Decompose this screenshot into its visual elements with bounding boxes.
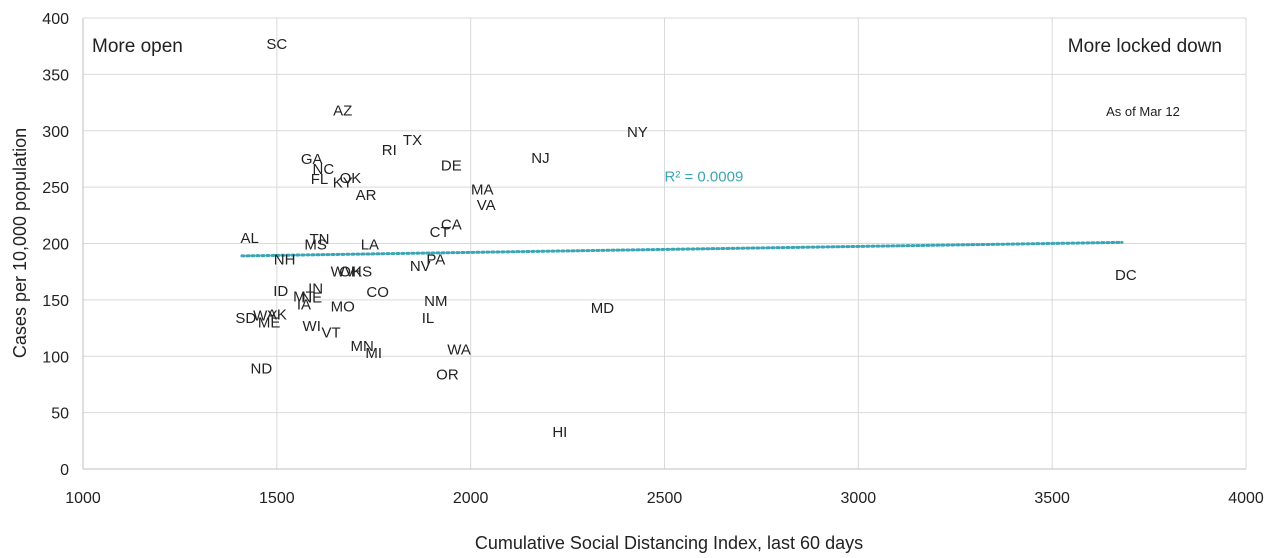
state-point-label: HI (552, 424, 567, 441)
state-point-label: WY (253, 308, 277, 325)
y-tick-label: 350 (42, 67, 69, 84)
state-point-label: MS (304, 237, 327, 254)
state-point-label: TX (403, 132, 422, 149)
state-point-label: VT (322, 325, 341, 342)
state-point-label: IA (297, 296, 311, 313)
state-point-label: CT (430, 224, 450, 241)
state-point-label: SC (266, 36, 287, 53)
state-point-label: AL (241, 230, 259, 247)
state-point-label: NV (410, 258, 431, 275)
state-point-label: AK (267, 307, 287, 324)
state-point-label: ME (258, 314, 281, 331)
state-point-label: NJ (531, 150, 549, 167)
state-point-label: NH (274, 251, 296, 268)
state-point-label: SD (235, 310, 256, 327)
y-axis-title: Cases per 10,000 population (10, 128, 30, 358)
y-tick-label: 0 (60, 462, 69, 479)
y-tick-label: 200 (42, 237, 69, 254)
state-point-label: OH (339, 264, 362, 281)
y-tick-label: 50 (51, 406, 69, 423)
state-point-label: MI (365, 345, 382, 362)
state-point-label: NC (313, 161, 335, 178)
state-point-label: WV (331, 264, 355, 281)
state-point-label: KS (352, 264, 372, 281)
state-point-label: AR (356, 187, 377, 204)
y-tick-label: 100 (42, 349, 69, 366)
y-tick-label: 400 (42, 11, 69, 28)
x-tick-label: 1500 (259, 490, 295, 507)
state-point-label: KY (333, 175, 353, 192)
state-point-label: NE (301, 290, 322, 307)
state-point-label: VA (477, 197, 496, 214)
state-point-label: CO (366, 284, 389, 301)
trendline-group: R² = 0.0009 (240, 168, 1124, 258)
state-point-label: IL (422, 310, 435, 327)
y-tick-label: 300 (42, 124, 69, 141)
state-point-label: AZ (333, 102, 352, 119)
x-tick-label: 2500 (647, 490, 683, 507)
state-point-label: WA (447, 341, 471, 358)
state-point-label: MO (331, 299, 355, 316)
right-corner-annotation: More locked down (1068, 36, 1222, 57)
state-point-label: GA (301, 151, 323, 168)
x-axis-title: Cumulative Social Distancing Index, last… (475, 533, 863, 553)
left-corner-annotation: More open (92, 36, 183, 57)
state-point-label: OR (436, 366, 459, 383)
y-tick-label: 150 (42, 293, 69, 310)
state-point-label: IN (308, 281, 323, 298)
x-tick-label: 4000 (1228, 490, 1264, 507)
state-point-label: ID (273, 283, 288, 300)
tick-labels: 0 50 100 150 200 250 300 350 400 1000 1500 2000 2500… (42, 11, 1264, 507)
r-squared-label: R² = 0.0009 (665, 168, 744, 185)
state-point-label: MT (293, 288, 315, 305)
state-point-label: NM (424, 293, 447, 310)
x-tick-label: 2000 (453, 490, 489, 507)
state-point-label: DE (441, 158, 462, 175)
state-point-label: TN (309, 231, 329, 248)
state-point-label: OK (340, 170, 362, 187)
state-point-label: LA (361, 237, 379, 254)
state-point-label: MA (471, 181, 494, 198)
x-tick-label: 3500 (1034, 490, 1070, 507)
x-tick-label: 3000 (841, 490, 877, 507)
state-point-label: FL (311, 171, 329, 188)
y-tick-label: 250 (42, 180, 69, 197)
trendline (240, 240, 1124, 258)
x-tick-label: 1000 (65, 490, 101, 507)
state-point-label: WI (303, 318, 321, 335)
date-note: As of Mar 12 (1106, 104, 1180, 119)
state-point-label: NY (627, 124, 648, 141)
state-point-label: RI (382, 142, 397, 159)
state-point-label: CA (441, 216, 462, 233)
state-point-label: DC (1115, 267, 1137, 284)
grid-lines (82, 17, 1247, 470)
state-point-label: MN (350, 338, 373, 355)
axes (82, 18, 1246, 470)
state-point-label: PA (426, 251, 445, 268)
state-point-label: MD (591, 300, 614, 317)
state-point-label: ND (250, 361, 272, 378)
